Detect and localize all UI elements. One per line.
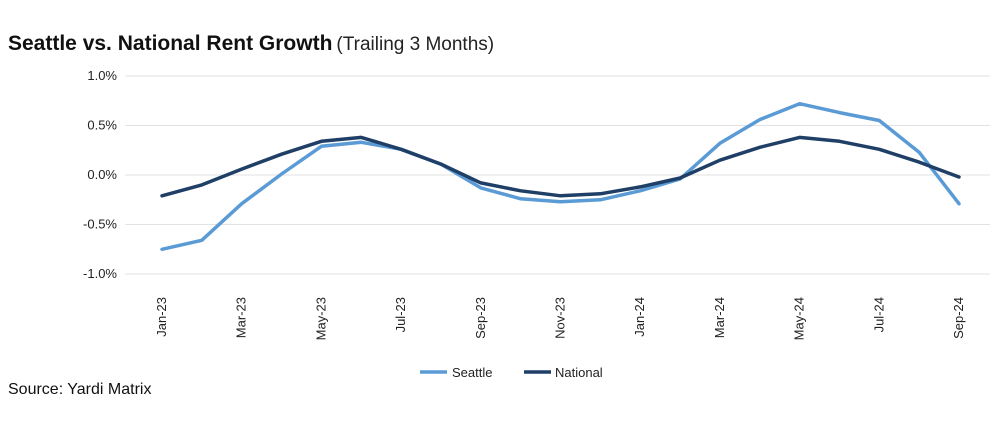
x-tick-label: Mar-24 [712, 297, 727, 338]
chart-subtitle: (Trailing 3 Months) [336, 34, 495, 55]
y-tick-label: -0.5% [83, 217, 117, 232]
y-tick-label: 1.0% [87, 68, 117, 83]
x-tick-label: Jul-23 [393, 297, 408, 332]
series-line-seattle [160, 101, 961, 252]
x-tick-label: Jul-24 [871, 297, 886, 332]
y-tick-label: -1.0% [83, 266, 117, 281]
legend-label-national: National [555, 365, 603, 380]
x-tick-label: Nov-23 [553, 297, 568, 339]
x-tick-label: Jan-24 [632, 297, 647, 337]
y-tick-label: 0.5% [87, 118, 117, 133]
chart-title: Seattle vs. National Rent Growth [8, 32, 333, 55]
y-tick-label: 0.0% [87, 167, 117, 182]
x-tick-label: Mar-23 [234, 297, 249, 338]
x-tick-label: Sep-23 [473, 297, 488, 339]
x-tick-label: May-24 [792, 297, 807, 340]
x-tick-label: Sep-24 [951, 297, 966, 339]
source-note: Source: Yardi Matrix [8, 381, 152, 398]
x-tick-label: Jan-23 [154, 297, 169, 337]
legend-label-seattle: Seattle [452, 365, 492, 380]
x-tick-label: May-23 [313, 297, 328, 340]
series-line-national [160, 135, 961, 198]
chart-title-block: Seattle vs. National Rent Growth (Trailin… [8, 32, 494, 56]
